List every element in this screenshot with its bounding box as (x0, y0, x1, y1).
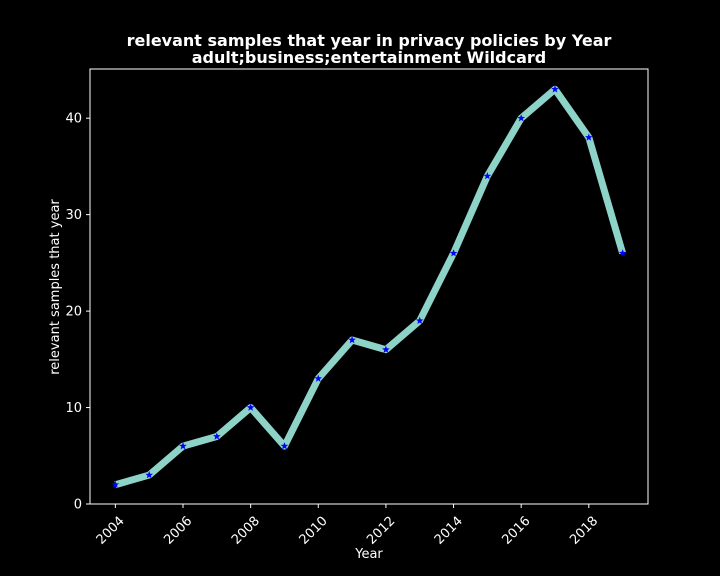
y-tick-label: 10 (65, 401, 82, 416)
data-point-marker (280, 442, 289, 450)
data-point-marker (618, 249, 627, 257)
data-point-marker (111, 480, 120, 488)
data-point-marker (246, 403, 255, 411)
y-tick-label: 20 (65, 305, 82, 320)
data-point-marker (449, 249, 458, 257)
y-tick-label: 0 (74, 498, 82, 513)
plot-frame (89, 68, 649, 505)
data-point-marker (179, 442, 187, 450)
y-tick-label: 40 (65, 112, 82, 127)
data-point-marker (314, 374, 323, 382)
chart-subtitle: adult;business;entertainment Wildcard (192, 48, 547, 67)
data-point-marker (382, 345, 390, 353)
y-axis: 0 10 20 30 40 (65, 112, 90, 513)
y-axis-label: relevant samples that year (48, 199, 63, 375)
x-axis-label: Year (354, 547, 383, 562)
data-point-marker (585, 133, 593, 141)
plot-area (111, 85, 627, 489)
data-point-marker (517, 114, 525, 122)
data-point-marker (348, 336, 356, 344)
y-tick-label: 30 (65, 208, 82, 223)
series-line (114, 85, 626, 489)
data-point-marker (415, 316, 424, 324)
chart-title: relevant samples that year in privacy po… (127, 31, 612, 50)
data-point-marker (213, 432, 221, 440)
data-point-marker (145, 471, 153, 479)
data-point-marker (483, 172, 492, 180)
data-point-marker (551, 85, 559, 93)
